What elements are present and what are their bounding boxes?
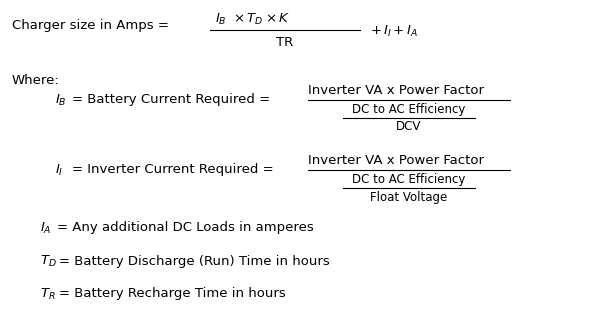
- Text: $I_A$: $I_A$: [40, 220, 52, 235]
- Text: $\times\,T_D$: $\times\,T_D$: [233, 11, 263, 27]
- Text: Where:: Where:: [12, 73, 59, 87]
- Text: $I_B$: $I_B$: [55, 92, 67, 108]
- Text: = Any additional DC Loads in amperes: = Any additional DC Loads in amperes: [57, 221, 314, 234]
- Text: Inverter VA x Power Factor: Inverter VA x Power Factor: [308, 85, 484, 98]
- Text: $I_I$: $I_I$: [55, 162, 63, 178]
- Text: $+\,I_I + I_A$: $+\,I_I + I_A$: [370, 24, 418, 39]
- Text: = Battery Discharge (Run) Time in hours: = Battery Discharge (Run) Time in hours: [59, 255, 330, 268]
- Text: DCV: DCV: [396, 121, 422, 133]
- Text: $I_B$: $I_B$: [215, 11, 226, 27]
- Text: TR: TR: [276, 37, 294, 49]
- Text: Float Voltage: Float Voltage: [370, 191, 447, 204]
- Text: DC to AC Efficiency: DC to AC Efficiency: [352, 173, 466, 186]
- Text: = Battery Current Required =: = Battery Current Required =: [72, 94, 270, 107]
- Text: = Battery Recharge Time in hours: = Battery Recharge Time in hours: [59, 288, 286, 300]
- Text: $\times\,K$: $\times\,K$: [265, 13, 290, 26]
- Text: Inverter VA x Power Factor: Inverter VA x Power Factor: [308, 154, 484, 168]
- Text: = Inverter Current Required =: = Inverter Current Required =: [72, 163, 274, 177]
- Text: DC to AC Efficiency: DC to AC Efficiency: [352, 103, 466, 116]
- Text: Charger size in Amps =: Charger size in Amps =: [12, 20, 169, 33]
- Text: $T_R$: $T_R$: [40, 287, 56, 301]
- Text: $T_D$: $T_D$: [40, 253, 57, 269]
